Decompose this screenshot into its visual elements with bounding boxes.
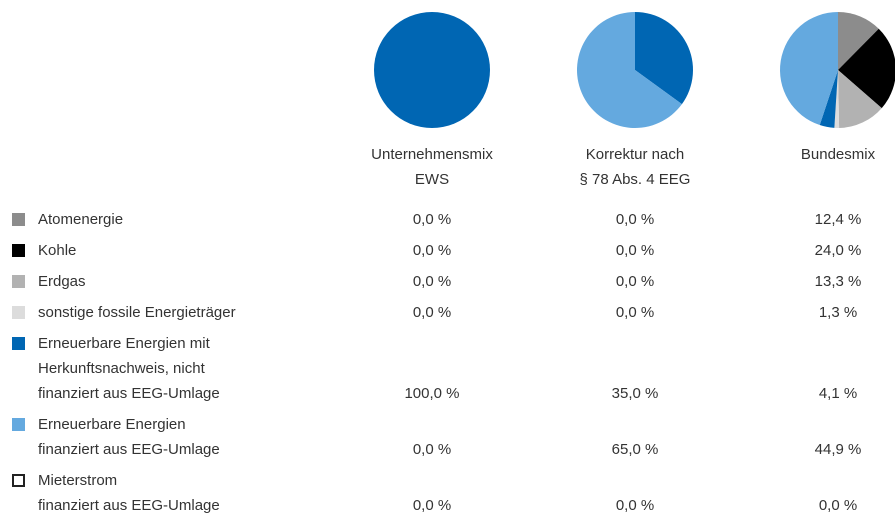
legend-label: Erneuerbare Energien mit Herkunftsnachwe… bbox=[38, 335, 220, 402]
legend-swatch bbox=[12, 474, 25, 487]
column-title: Bundesmix bbox=[800, 146, 876, 163]
pie-slice bbox=[374, 12, 490, 128]
pie-slice bbox=[819, 70, 838, 128]
value-label: 65,0 % bbox=[611, 441, 659, 458]
value-label: 0,0 % bbox=[412, 497, 452, 514]
column-title: Unternehmensmix EWS bbox=[371, 146, 493, 188]
legend-swatch bbox=[12, 213, 25, 226]
legend-label: Erdgas bbox=[38, 273, 86, 290]
pie-slice bbox=[838, 70, 882, 128]
legend-label: Kohle bbox=[38, 242, 77, 259]
legend-label: sonstige fossile Energieträger bbox=[38, 304, 236, 321]
value-label: 0,0 % bbox=[412, 242, 452, 259]
pie-slice bbox=[834, 70, 840, 128]
value-label: 44,9 % bbox=[814, 441, 862, 458]
legend-swatch bbox=[12, 337, 25, 350]
value-label: 13,3 % bbox=[814, 273, 862, 290]
legend-label: Mieterstrom finanziert aus EEG-Umlage bbox=[38, 472, 220, 514]
value-label: 4,1 % bbox=[818, 385, 858, 402]
pies bbox=[374, 12, 895, 128]
value-label: 12,4 % bbox=[814, 211, 862, 228]
value-label: 1,3 % bbox=[818, 304, 858, 321]
value-label: 0,0 % bbox=[615, 497, 655, 514]
value-label: 0,0 % bbox=[818, 497, 858, 514]
legend-swatch bbox=[12, 244, 25, 257]
value-label: 0,0 % bbox=[615, 273, 655, 290]
value-label: 100,0 % bbox=[404, 385, 460, 402]
value-label: 0,0 % bbox=[615, 242, 655, 259]
legend-swatch bbox=[12, 275, 25, 288]
pie-slice bbox=[780, 12, 838, 126]
legend-label: Erneuerbare Energien finanziert aus EEG-… bbox=[38, 416, 220, 458]
value-label: 0,0 % bbox=[615, 304, 655, 321]
pie-slice bbox=[576, 12, 682, 128]
pie-slice bbox=[838, 12, 879, 70]
legend-swatch bbox=[12, 306, 25, 319]
column-title: Korrektur nach § 78 Abs. 4 EEG bbox=[579, 146, 691, 188]
value-label: 24,0 % bbox=[814, 242, 862, 259]
value-label: 0,0 % bbox=[615, 211, 655, 228]
legend-label: Atomenergie bbox=[38, 211, 124, 228]
value-label: 35,0 % bbox=[611, 385, 659, 402]
value-label: 0,0 % bbox=[412, 304, 452, 321]
value-label: 0,0 % bbox=[412, 273, 452, 290]
value-label: 0,0 % bbox=[412, 211, 452, 228]
value-label: 0,0 % bbox=[412, 441, 452, 458]
pie-slice bbox=[635, 12, 693, 105]
legend-swatch bbox=[12, 418, 25, 431]
pie-slice bbox=[838, 28, 895, 109]
